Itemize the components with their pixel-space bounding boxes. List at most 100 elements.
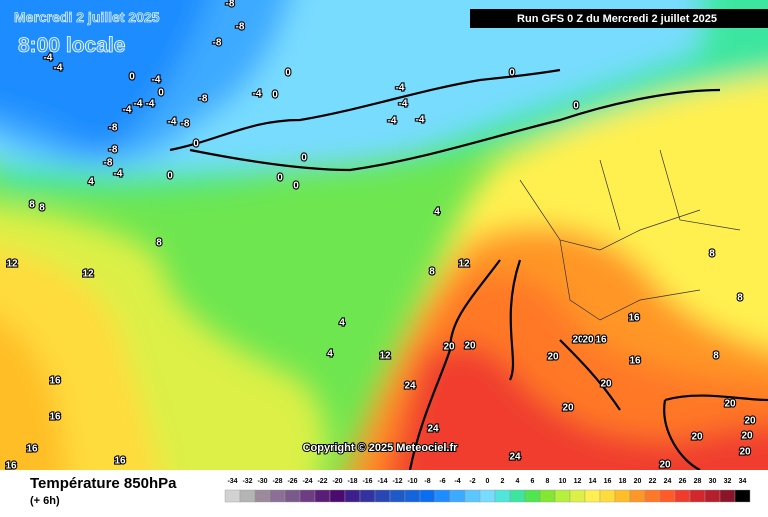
colorbar-tick-label: -12: [392, 478, 402, 485]
copyright: Copyright © 2025 Meteociel.fr: [303, 442, 459, 454]
color-swatch: [659, 489, 676, 503]
contour-label: -4: [253, 89, 262, 100]
color-swatch: [314, 489, 331, 503]
contour-label: -4: [123, 105, 132, 116]
contour-label: 20: [691, 432, 703, 443]
color-swatch: [254, 489, 271, 503]
contour-label: -8: [236, 22, 245, 33]
color-swatch: [449, 489, 466, 503]
colorbar-tick-label: 34: [739, 478, 747, 485]
colorbar-tick-label: 8: [546, 478, 550, 485]
contour-label: -8: [109, 123, 118, 134]
contour-label: 8: [156, 238, 162, 249]
color-swatch: [239, 489, 256, 503]
contour-label: 16: [628, 313, 640, 324]
colorbar-tick-label: 30: [709, 478, 717, 485]
contour-label: -4: [54, 63, 63, 74]
contour-label: 20: [741, 431, 753, 442]
contour-label: 12: [6, 259, 18, 270]
colorbar-tick-label: 22: [649, 478, 657, 485]
contour-label: 16: [5, 461, 17, 472]
color-swatch: [224, 489, 241, 503]
colorbar-tick-label: 4: [516, 478, 520, 485]
contour-label: 24: [509, 452, 521, 463]
color-swatch: [689, 489, 706, 503]
colorbar-tick-label: -8: [424, 478, 430, 485]
contour-label: 16: [595, 335, 607, 346]
contour-label: -4: [399, 99, 408, 110]
contour-label: 8: [39, 203, 45, 214]
colorbar-tick-label: 14: [589, 478, 597, 485]
colorbar-tick-label: -32: [242, 478, 252, 485]
legend-title: Température 850hPa: [30, 475, 177, 492]
colorbar-tick-label: -26: [287, 478, 297, 485]
contour-label: -8: [109, 145, 118, 156]
color-swatch: [284, 489, 301, 503]
contour-label: 4: [327, 349, 333, 360]
contour-label: 12: [82, 269, 94, 280]
contour-label: -4: [146, 99, 155, 110]
contour-label: -4: [114, 169, 123, 180]
contour-label: 20: [659, 460, 671, 471]
contour-label: -4: [152, 75, 161, 86]
colorbar-tick-label: -10: [407, 478, 417, 485]
contour-label: 16: [629, 356, 641, 367]
contour-label: 24: [404, 381, 416, 392]
colorbar-tick-label: -16: [362, 478, 372, 485]
coastlines: [169, 68, 768, 470]
colorbar-tick-label: -2: [469, 478, 475, 485]
color-swatch: [464, 489, 481, 503]
contour-label: -4: [134, 99, 143, 110]
colorbar-tick-label: 32: [724, 478, 732, 485]
color-swatch: [419, 489, 436, 503]
contour-label: 8: [709, 249, 715, 260]
colorbar-tick-label: -4: [454, 478, 460, 485]
colorbar-tick-label: -28: [272, 478, 282, 485]
color-swatch: [674, 489, 691, 503]
contour-label: -8: [226, 0, 235, 10]
colorbar-tick-label: 6: [531, 478, 535, 485]
color-swatch: [584, 489, 601, 503]
colorbar-tick-label: 24: [664, 478, 672, 485]
contour-label: 16: [114, 456, 126, 467]
contour-label: 20: [724, 399, 736, 410]
colorbar-tick-label: 16: [604, 478, 612, 485]
contour-label: 16: [49, 412, 61, 423]
contour-label: 20: [562, 403, 574, 414]
contour-label: 0: [193, 139, 199, 150]
contour-label: 0: [301, 153, 307, 164]
contour-label: 16: [49, 376, 61, 387]
color-swatch: [509, 489, 526, 503]
colorbar-tick-label: 26: [679, 478, 687, 485]
color-swatch: [614, 489, 631, 503]
colorbar-tick-label: -18: [347, 478, 357, 485]
colorbar-tick-label: -30: [257, 478, 267, 485]
contour-label: 0: [509, 68, 515, 79]
contour-label: 0: [272, 90, 278, 101]
color-swatch: [599, 489, 616, 503]
colorbar-tick-label: 0: [486, 478, 490, 485]
contour-label: 20: [443, 342, 455, 353]
contour-label: 8: [429, 267, 435, 278]
colorbar-tick-label: 12: [574, 478, 582, 485]
color-swatch: [299, 489, 316, 503]
colorbar-tick-label: -22: [317, 478, 327, 485]
contour-label: 20: [600, 379, 612, 390]
colorbar-tick-label: 2: [501, 478, 505, 485]
colorbar: -34 -32 -30 -28 -26 -24 -22 -20 -18 -16 -14 -12 -10-…: [224, 478, 751, 503]
colorbar-tick-label: -6: [439, 478, 445, 485]
contour-label: 0: [277, 173, 283, 184]
contour-label: 12: [458, 259, 470, 270]
contour-label: 20: [744, 416, 756, 427]
color-swatch: [374, 489, 391, 503]
color-swatch: [269, 489, 286, 503]
colorbar-tick-label: 10: [559, 478, 567, 485]
color-swatch: [734, 489, 751, 503]
contour-label: -4: [168, 117, 177, 128]
color-swatch: [644, 489, 661, 503]
contour-label: 20: [582, 335, 594, 346]
local-time: 8:00 locale: [18, 34, 125, 57]
contour-label: -4: [416, 115, 425, 126]
color-swatch: [359, 489, 376, 503]
